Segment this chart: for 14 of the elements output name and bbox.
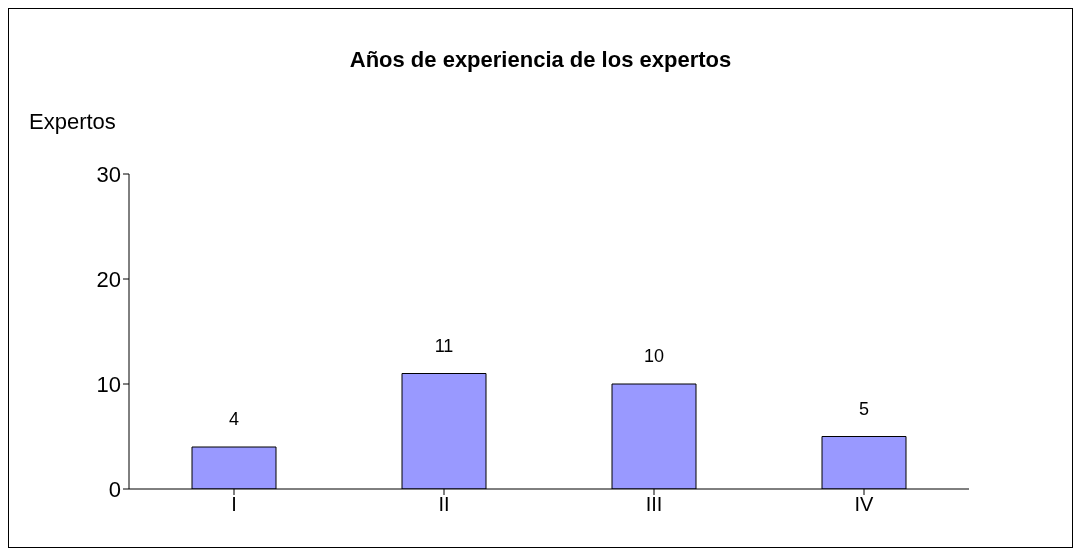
chart-title: Años de experiencia de los expertos <box>348 47 733 73</box>
x-tick-label: IV <box>854 493 875 516</box>
data-label: 11 <box>434 335 454 356</box>
y-tick-label: 0 <box>108 476 121 502</box>
data-label: 10 <box>643 346 665 366</box>
data-label: 4 <box>228 409 240 429</box>
x-tick-label: II <box>438 493 450 516</box>
y-tick-label: 30 <box>96 161 121 187</box>
data-label: 5 <box>858 398 870 419</box>
y-axis-title: Expertos <box>29 109 116 135</box>
y-tick-label: 20 <box>96 266 121 292</box>
y-tick-label: 10 <box>96 371 121 397</box>
x-tick-label: III <box>645 493 663 516</box>
x-tick-label: I <box>231 493 237 516</box>
